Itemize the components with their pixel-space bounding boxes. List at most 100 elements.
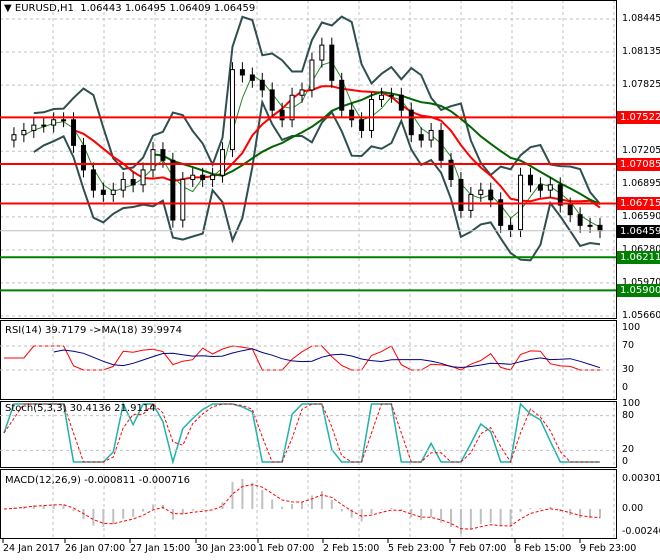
candle xyxy=(498,199,504,226)
price-level-tag: 1.07522 xyxy=(617,111,660,125)
candle xyxy=(80,144,86,171)
candle xyxy=(587,224,593,227)
rsi-axis-label: 70 xyxy=(622,340,635,351)
candle xyxy=(309,59,315,91)
price-axis-label: 1.05660 xyxy=(622,309,660,321)
candle xyxy=(398,94,404,111)
candle xyxy=(369,99,375,131)
candle xyxy=(468,193,474,211)
time-axis-label: 7 Feb 07:00 xyxy=(450,543,507,554)
price-axis-label: 1.07825 xyxy=(622,79,660,91)
time-axis-label: 9 Feb 23:00 xyxy=(580,543,637,554)
candle xyxy=(11,134,17,141)
candle xyxy=(130,178,136,186)
candle xyxy=(567,204,573,216)
stoch-axis-label: 100 xyxy=(622,398,641,409)
candle xyxy=(408,109,414,136)
candle xyxy=(100,189,106,195)
panel-border xyxy=(0,401,617,468)
price-axis-label: 1.06280 xyxy=(622,243,660,255)
candle xyxy=(577,214,583,226)
ma-red-line xyxy=(73,85,601,209)
time-axis-label: 5 Feb 23:00 xyxy=(388,543,445,554)
candle xyxy=(547,184,553,191)
candle xyxy=(239,69,245,76)
price-axis-label: 1.05970 xyxy=(622,276,660,288)
candle xyxy=(51,119,57,126)
candle xyxy=(378,94,384,101)
stoch-axis-label: 20 xyxy=(622,444,635,456)
candle xyxy=(388,94,394,97)
candle xyxy=(508,224,514,231)
candle xyxy=(110,189,116,195)
candle xyxy=(249,74,255,81)
close-price: 1.06459 xyxy=(213,3,256,14)
candle xyxy=(359,119,365,131)
time-axis-label: 1 Feb 07:00 xyxy=(258,543,315,554)
candle xyxy=(170,159,176,221)
candle xyxy=(478,189,484,195)
candle xyxy=(71,119,77,146)
candle xyxy=(418,134,424,141)
bollinger-band xyxy=(33,98,601,262)
rsi-line xyxy=(4,345,600,371)
candle xyxy=(339,79,345,111)
time-axis-label: 24 Jan 2017 xyxy=(3,543,60,554)
stoch-axis-label: 80 xyxy=(622,409,635,421)
candle xyxy=(299,89,305,96)
time-axis-label: 26 Jan 07:00 xyxy=(65,543,126,554)
panel-border xyxy=(0,320,617,400)
candle xyxy=(259,79,265,91)
candle xyxy=(448,159,454,180)
price-axis-label: 1.06590 xyxy=(622,210,660,222)
price-level-tag: 1.07085 xyxy=(617,158,660,172)
low-price: 1.06409 xyxy=(169,3,211,14)
panel-border xyxy=(0,0,617,319)
candle xyxy=(458,178,464,211)
candle xyxy=(279,109,285,121)
price-axis-label: 1.08135 xyxy=(622,46,660,58)
macd-axis-label: -0.002409 xyxy=(622,526,660,537)
candle xyxy=(61,119,67,122)
candle xyxy=(200,174,206,180)
rsi-axis-label: 0 xyxy=(622,382,629,393)
candle xyxy=(210,174,216,180)
chart-header: ▼ EURUSD,H1 1.06443 1.06495 1.06409 1.06… xyxy=(4,3,255,14)
candle xyxy=(140,169,146,186)
rsi-axis-label: 100 xyxy=(622,322,641,333)
candle xyxy=(220,149,226,176)
open-price: 1.06443 xyxy=(80,3,122,14)
candle xyxy=(269,89,275,111)
candle xyxy=(438,129,444,161)
rsi-title: RSI(14) 39.7179 ->MA(18) 39.9974 xyxy=(5,325,182,336)
candle xyxy=(329,44,335,81)
price-level-tag: 1.06211 xyxy=(617,251,660,265)
price-axis-label: 1.07205 xyxy=(622,145,660,157)
candle xyxy=(527,174,533,186)
price-level-tag: 1.05900 xyxy=(617,284,660,298)
macd-axis-label: 0.00 xyxy=(622,503,644,514)
stoch-d-line xyxy=(3,403,600,464)
candle xyxy=(41,124,47,127)
candle xyxy=(190,174,196,180)
candle xyxy=(597,224,603,232)
candle xyxy=(21,129,27,136)
candle xyxy=(31,124,37,131)
dropdown-triangle-icon[interactable]: ▼ xyxy=(4,3,12,14)
rsi-axis-label: 30 xyxy=(622,364,635,375)
candle xyxy=(90,169,96,191)
time-axis-label: 27 Jan 15:00 xyxy=(130,543,191,554)
candle xyxy=(557,184,563,206)
candle xyxy=(428,129,434,141)
candle xyxy=(289,94,295,121)
candle xyxy=(150,149,156,171)
candle xyxy=(180,178,186,221)
price-level-tag: 1.06715 xyxy=(617,197,660,211)
price-axis-label: 1.06895 xyxy=(622,178,660,190)
high-price: 1.06495 xyxy=(124,3,167,14)
rsi-ma-line xyxy=(53,348,601,369)
stoch-axis-label: 0 xyxy=(622,456,629,467)
price-axis-label: 1.08445 xyxy=(622,13,660,24)
